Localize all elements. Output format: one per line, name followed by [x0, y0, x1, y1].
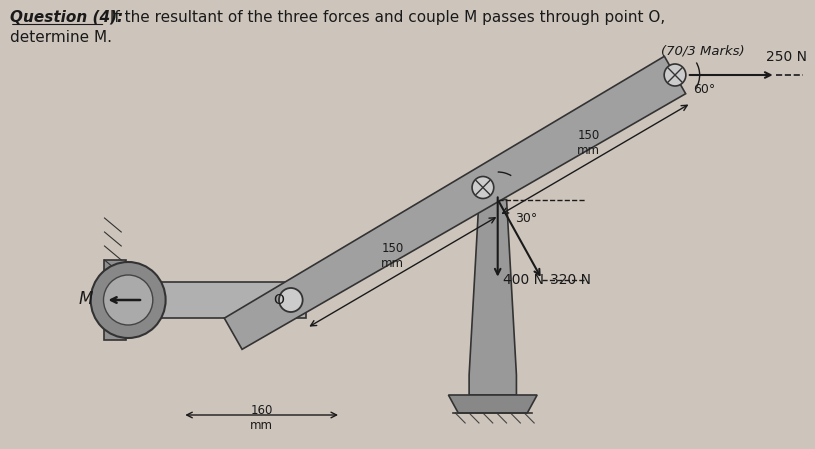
Text: 320 N: 320 N [550, 273, 591, 287]
Text: determine M.: determine M. [10, 30, 112, 45]
Polygon shape [469, 199, 517, 395]
Polygon shape [224, 56, 685, 349]
Text: M: M [79, 290, 93, 308]
Text: O: O [273, 293, 284, 307]
Text: (70/3 Marks): (70/3 Marks) [660, 45, 744, 58]
Text: 160
mm: 160 mm [250, 404, 273, 432]
Polygon shape [128, 282, 306, 318]
Text: 400 N: 400 N [503, 273, 544, 287]
Text: 150
mm: 150 mm [577, 129, 601, 158]
Text: 150
mm: 150 mm [381, 242, 404, 270]
Polygon shape [448, 395, 537, 413]
Text: 30°: 30° [515, 211, 538, 224]
Text: If the resultant of the three forces and couple M passes through point O,: If the resultant of the three forces and… [105, 10, 666, 25]
Text: Question (4):: Question (4): [10, 10, 123, 25]
Circle shape [664, 64, 686, 86]
Circle shape [279, 288, 302, 312]
Text: 60°: 60° [693, 83, 715, 96]
Circle shape [90, 262, 165, 338]
Circle shape [104, 275, 152, 325]
Polygon shape [104, 260, 126, 340]
Text: 250 N: 250 N [766, 50, 807, 64]
Circle shape [472, 176, 494, 198]
